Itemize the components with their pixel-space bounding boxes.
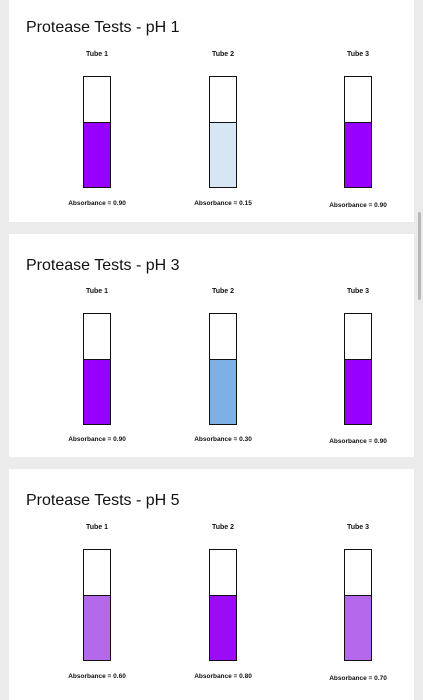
tube-2-label: Tube 2: [211, 51, 235, 58]
panel-title: Protease Tests - pH 1: [26, 19, 180, 36]
tube-1-absorbance: Absorbance = 0.90: [68, 200, 126, 207]
tube-3: [344, 76, 372, 188]
tube-2-absorbance: Absorbance = 0.15: [194, 200, 252, 207]
tube-1-label: Tube 1: [85, 51, 109, 58]
tube-3-fill: [345, 122, 371, 187]
tube-1-label: Tube 1: [85, 288, 109, 295]
tube-3-fill: [345, 595, 371, 660]
tube-1-fill: [84, 122, 110, 187]
tube-1-absorbance: Absorbance = 0.90: [68, 436, 126, 443]
tube-2: [209, 76, 237, 188]
panel-ph5: Protease Tests - pH 5 Tube 1 Absorbance …: [9, 469, 414, 700]
tube-3-label: Tube 3: [346, 524, 370, 531]
tube-3-absorbance: Absorbance = 0.70: [329, 675, 387, 682]
panel-title: Protease Tests - pH 5: [26, 492, 180, 509]
tube-2-fill: [210, 122, 236, 187]
tube-2-absorbance: Absorbance = 0.30: [194, 436, 252, 443]
tube-3: [344, 313, 372, 425]
tube-1: [83, 76, 111, 188]
tube-2-label: Tube 2: [211, 288, 235, 295]
scrollbar-thumb[interactable]: [418, 212, 421, 300]
tube-3-absorbance: Absorbance = 0.90: [329, 202, 387, 209]
tube-2-label: Tube 2: [211, 524, 235, 531]
tube-2-fill: [210, 359, 236, 424]
tube-1-absorbance: Absorbance = 0.60: [68, 673, 126, 680]
tube-3-label: Tube 3: [346, 288, 370, 295]
tube-2-fill: [210, 595, 236, 660]
tube-1-label: Tube 1: [85, 524, 109, 531]
tube-3: [344, 549, 372, 661]
tube-1: [83, 313, 111, 425]
panel-ph1: Protease Tests - pH 1 Tube 1 Absorbance …: [9, 0, 414, 222]
tube-2: [209, 313, 237, 425]
tube-1-fill: [84, 359, 110, 424]
tube-2: [209, 549, 237, 661]
tube-3-fill: [345, 359, 371, 424]
tube-3-absorbance: Absorbance = 0.90: [329, 438, 387, 445]
tube-1: [83, 549, 111, 661]
tube-2-absorbance: Absorbance = 0.80: [194, 673, 252, 680]
tube-3-label: Tube 3: [346, 51, 370, 58]
panel-ph3: Protease Tests - pH 3 Tube 1 Absorbance …: [9, 234, 414, 457]
panel-title: Protease Tests - pH 3: [26, 257, 180, 274]
tube-1-fill: [84, 595, 110, 660]
